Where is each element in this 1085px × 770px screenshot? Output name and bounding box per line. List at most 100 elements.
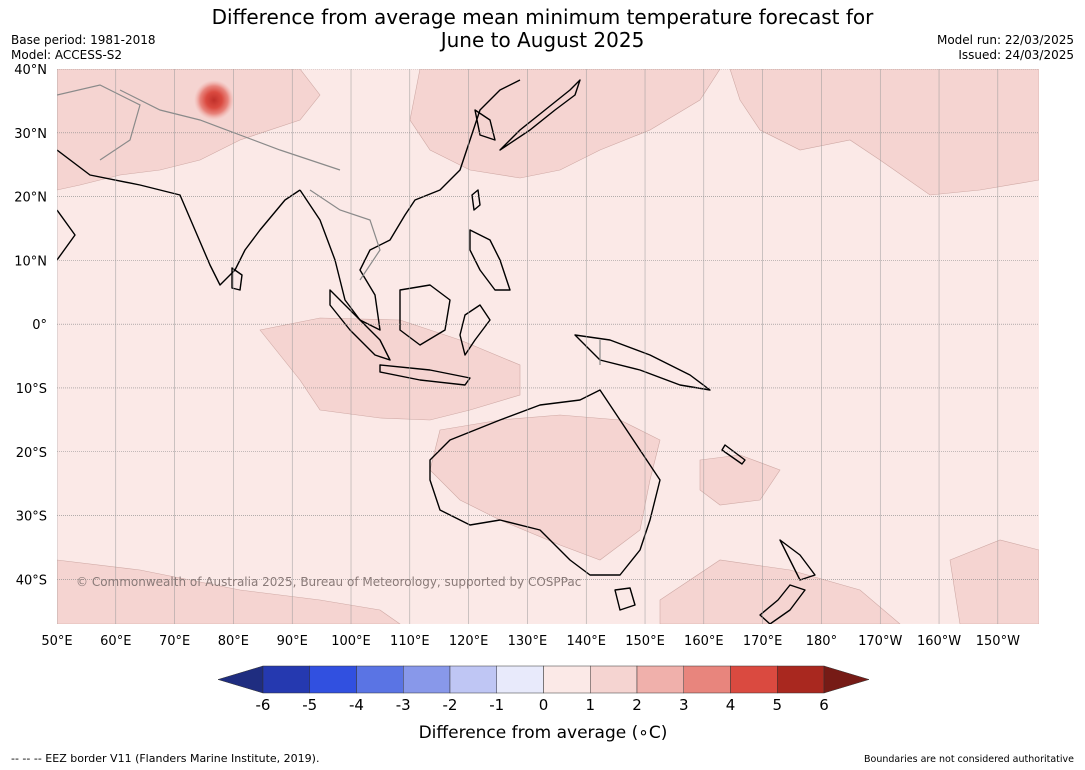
coast-new-zealand-south	[759, 584, 806, 624]
colorbar-bin	[730, 665, 778, 694]
lon-label: 180°	[806, 634, 837, 649]
anomaly-zone-west-asia	[57, 69, 321, 191]
colorbar-bins	[217, 665, 870, 694]
coast-new-caledonia	[721, 444, 746, 465]
coastline-layer	[57, 79, 816, 624]
border-layer	[57, 84, 601, 365]
coast-new-guinea	[574, 334, 711, 391]
coast-sumatra	[329, 289, 391, 361]
model-text: Model: ACCESS-S2	[11, 48, 123, 62]
map-title-line2: June to August 2025	[440, 28, 645, 52]
coast-southeast-asia	[299, 79, 521, 331]
colorbar-tick-label: -2	[443, 696, 458, 714]
longitude-labels: 50°E 60°E 70°E 80°E 90°E 100°E 110°E 120°E 130°E…	[41, 634, 1020, 649]
colorbar-bin	[403, 665, 451, 694]
lon-label: 80°E	[218, 634, 249, 649]
colorbar-tick-label: 5	[772, 696, 782, 714]
base-period-text: Base period: 1981-2018	[11, 33, 156, 47]
colorbar-tick-label: 2	[632, 696, 642, 714]
lat-label: 30°N	[14, 127, 47, 142]
colorbar-bin	[777, 665, 825, 694]
lon-label: 120°E	[449, 634, 489, 649]
colorbar-tick-label: -4	[349, 696, 364, 714]
coast-java	[379, 364, 471, 386]
anomaly-zone-australia	[429, 414, 661, 561]
colorbar-bin	[590, 665, 638, 694]
colorbar-bin	[356, 665, 404, 694]
colorbar-tick-label: 0	[539, 696, 549, 714]
coast-new-zealand-north	[779, 539, 816, 581]
coast-sulawesi	[459, 304, 491, 356]
colorbar-tick-label: 4	[726, 696, 736, 714]
lat-label: 10°N	[14, 254, 47, 269]
lat-label: 40°N	[14, 63, 47, 78]
colorbar-tick-label: 6	[819, 696, 829, 714]
colorbar-extend-high	[823, 665, 870, 694]
border-central-asia	[57, 84, 141, 161]
colorbar-bin	[683, 665, 731, 694]
colorbar-tick-label: 3	[679, 696, 689, 714]
graticule	[57, 69, 1039, 624]
lat-label: 40°S	[16, 573, 47, 588]
lon-label: 160°E	[684, 634, 724, 649]
anomaly-layer	[57, 69, 1039, 624]
colorbar-bin	[262, 665, 310, 694]
anomaly-zone-south-indian	[57, 559, 401, 624]
latitude-labels: 40°N 30°N 20°N 10°N 0° 10°S 20°S 30°S 40°S	[14, 63, 47, 588]
coast-tasmania	[614, 587, 636, 611]
colorbar-ticks: -6 -5 -4 -3 -2 -1 0 1 2 3 4 5 6	[256, 696, 829, 714]
colorbar-bin	[496, 665, 544, 694]
lon-label: 170°E	[743, 634, 783, 649]
lon-label: 110°E	[390, 634, 430, 649]
map-title-line1: Difference from average mean minimum tem…	[211, 5, 874, 29]
lon-label: 60°E	[100, 634, 131, 649]
lon-label: 150°E	[625, 634, 665, 649]
legend-title: Difference from average (∘C)	[419, 723, 668, 743]
hotspot-himalaya	[194, 80, 234, 120]
lon-label: 130°E	[508, 634, 548, 649]
colorbar-tick-label: -3	[396, 696, 411, 714]
colorbar-tick-label: -6	[256, 696, 271, 714]
colorbar-tick-label: -5	[302, 696, 317, 714]
forecast-map: 40°N 30°N 20°N 10°N 0° 10°S 20°S 30°S 40°S 50°E 6…	[14, 63, 1039, 649]
anomaly-zone-coral-sea	[699, 454, 781, 506]
lon-label: 160°W	[917, 634, 961, 649]
lat-label: 30°S	[16, 510, 47, 525]
colorbar-bin	[449, 665, 497, 694]
lon-label: 150°W	[976, 634, 1020, 649]
coast-sri-lanka	[231, 267, 243, 291]
anomaly-zone-south-pacific	[659, 559, 901, 624]
coast-india	[57, 149, 301, 286]
boundaries-note: Boundaries are not considered authoritat…	[864, 754, 1074, 765]
colorbar-tick-label: -1	[489, 696, 504, 714]
copyright-text: © Commonwealth of Australia 2025, Bureau…	[76, 575, 581, 589]
lat-label: 20°N	[14, 191, 47, 206]
colorbar-bin	[309, 665, 357, 694]
issued-text: Issued: 24/03/2025	[958, 48, 1074, 62]
lon-label: 140°E	[566, 634, 606, 649]
coast-taiwan	[471, 189, 481, 211]
border-himalaya	[119, 89, 341, 171]
coast-japan	[499, 79, 581, 151]
colorbar-tick-label: 1	[585, 696, 595, 714]
coast-borneo	[399, 284, 451, 346]
anomaly-zone-east-asia	[409, 69, 721, 179]
lon-label: 50°E	[41, 634, 72, 649]
lat-label: 10°S	[16, 382, 47, 397]
colorbar-bin	[543, 665, 591, 694]
eez-note: -- -- -- EEZ border V11 (Flanders Marine…	[11, 752, 320, 765]
lon-label: 100°E	[331, 634, 371, 649]
colorbar-bin	[636, 665, 684, 694]
coast-korea	[474, 109, 496, 141]
lon-label: 90°E	[277, 634, 308, 649]
coast-philippines	[469, 229, 511, 291]
lon-label: 170°W	[858, 634, 902, 649]
lat-label: 20°S	[16, 446, 47, 461]
lon-label: 70°E	[159, 634, 190, 649]
anomaly-zone-east-south-pacific	[949, 539, 1039, 624]
coast-arabia	[57, 209, 76, 261]
lat-label: 0°	[32, 318, 47, 333]
border-indochina	[309, 189, 381, 281]
colorbar-extend-low	[217, 665, 264, 694]
anomaly-zone-indian-ocean	[259, 317, 521, 421]
